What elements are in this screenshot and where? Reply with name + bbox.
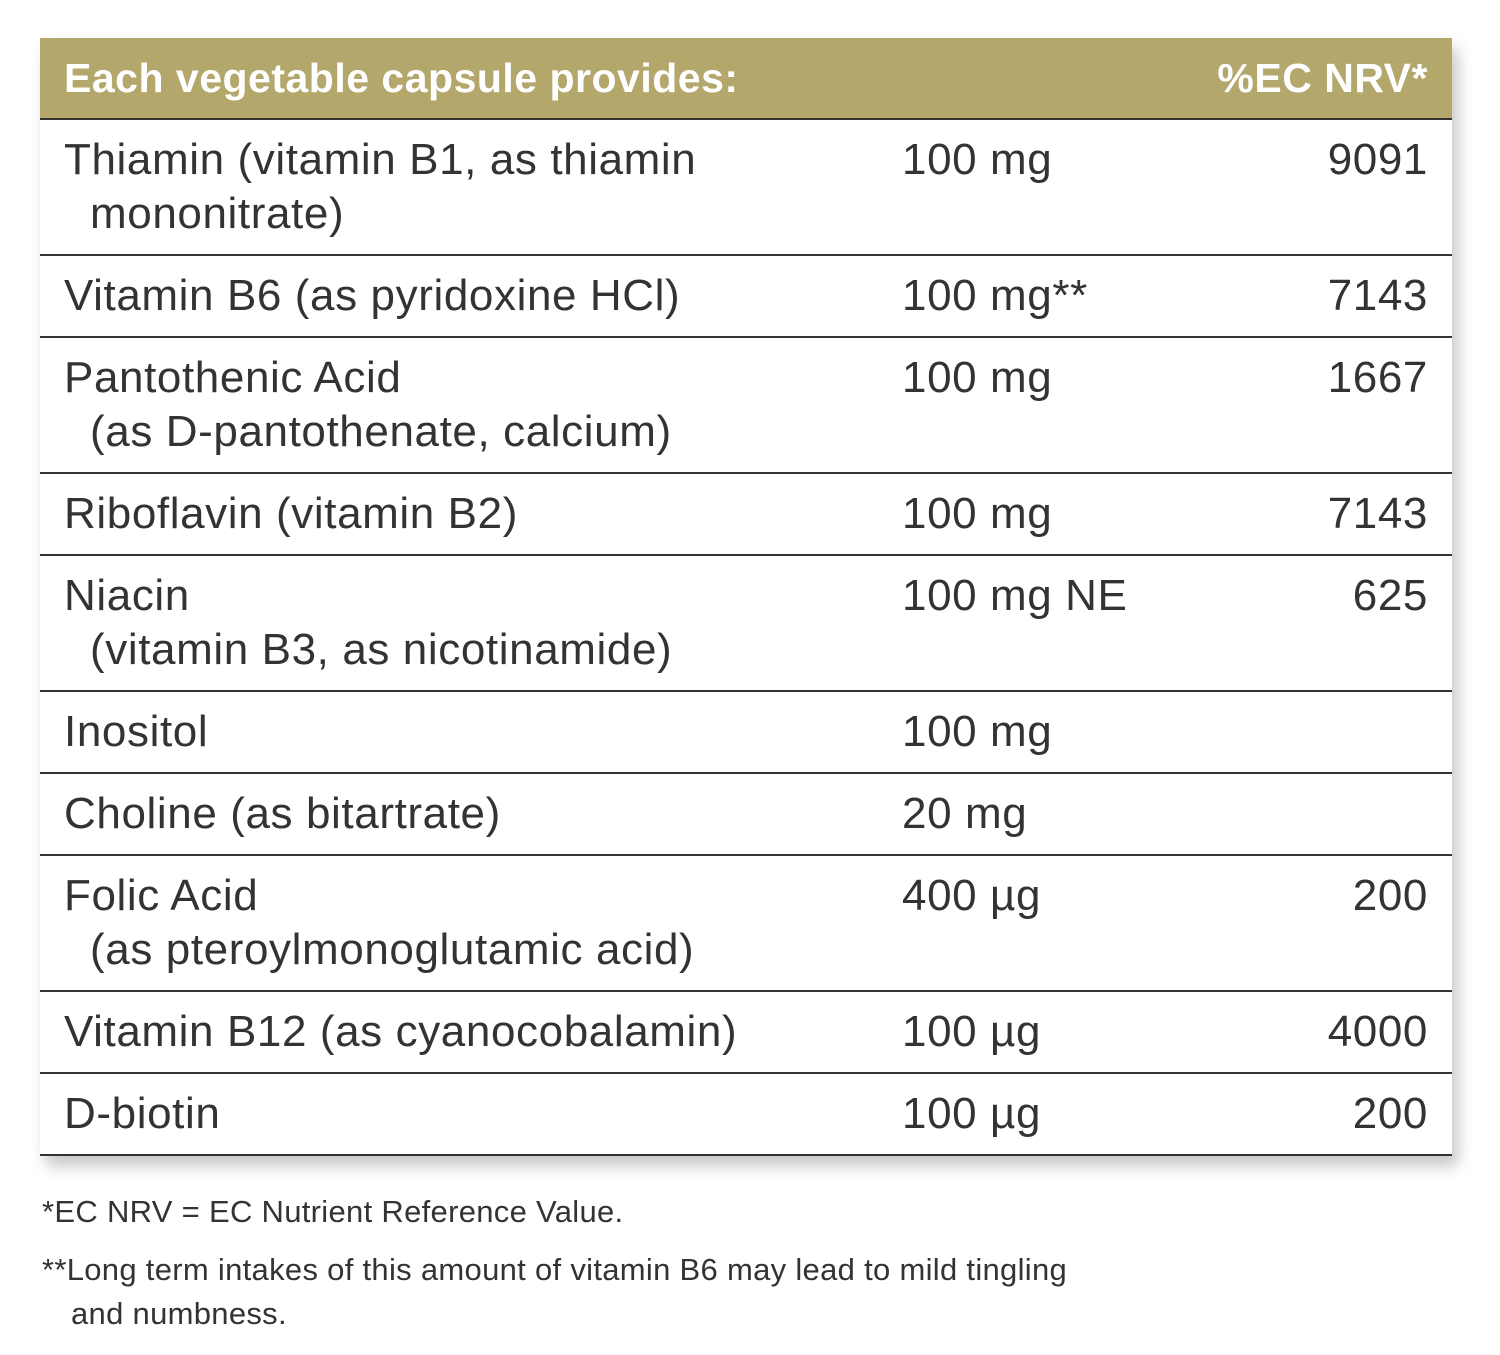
amount: 100 mg [902, 353, 1053, 402]
nrv-value: 7143 [1327, 271, 1428, 320]
footnote-line: and numbness. [71, 1296, 287, 1331]
table-row: Inositol 100 mg [40, 690, 1452, 772]
table-row: Folic Acid (as pteroylmonoglutamic acid) 4… [40, 854, 1452, 990]
footnotes: *EC NRV = EC Nutrient Reference Value. **… [42, 1190, 1067, 1350]
table-row: D-biotin 100 µg 200 [40, 1072, 1452, 1154]
amount: 100 mg** [902, 271, 1088, 320]
table-header: Each vegetable capsule provides: %EC NRV… [40, 38, 1452, 118]
table-row: Pantothenic Acid (as D-pantothenate, calc… [40, 336, 1452, 472]
name-line: Vitamin B12 (as cyanocobalamin) [64, 1007, 738, 1056]
header-nrv: %EC NRV* [1217, 54, 1428, 101]
amount: 100 mg [902, 489, 1053, 538]
table-row: Choline (as bitartrate) 20 mg [40, 772, 1452, 854]
nrv-value: 9091 [1327, 135, 1428, 184]
footnote-line: **Long term intakes of this amount of vi… [42, 1252, 1068, 1287]
nrv-value: 200 [1352, 871, 1428, 920]
name-line: Niacin [64, 571, 190, 620]
name-line: Riboflavin (vitamin B2) [64, 489, 518, 538]
table-row: Niacin (vitamin B3, as nicotinamide) 100 m… [40, 554, 1452, 690]
name-line: D-biotin [64, 1089, 221, 1138]
header-title: Each vegetable capsule provides: [64, 54, 739, 101]
amount: 100 mg [902, 135, 1053, 184]
nrv-value: 625 [1352, 571, 1428, 620]
nutrient-name: Choline (as bitartrate) [40, 787, 894, 841]
name-line: (as pteroylmonoglutamic acid) [90, 925, 695, 974]
amount: 100 µg [902, 1007, 1042, 1056]
nrv-value: 200 [1352, 1089, 1428, 1138]
nrv-value: 7143 [1327, 489, 1428, 538]
nutrient-name: Vitamin B6 (as pyridoxine HCl) [40, 269, 894, 323]
name-line: mononitrate) [90, 189, 345, 238]
nrv-value: 1667 [1327, 353, 1428, 402]
table-row: Vitamin B6 (as pyridoxine HCl) 100 mg** 71… [40, 254, 1452, 336]
amount: 100 mg [902, 707, 1053, 756]
nutrient-name: Inositol [40, 705, 894, 759]
nrv-value: 4000 [1327, 1007, 1428, 1056]
name-line: (as D-pantothenate, calcium) [90, 407, 672, 456]
amount: 400 µg [902, 871, 1042, 920]
name-line: (vitamin B3, as nicotinamide) [90, 625, 673, 674]
nutrient-name: Thiamin (vitamin B1, as thiamin mononitra… [40, 133, 894, 241]
name-line: Choline (as bitartrate) [64, 789, 501, 838]
nutrient-name: Niacin (vitamin B3, as nicotinamide) [40, 569, 894, 677]
amount: 100 µg [902, 1089, 1042, 1138]
table-row: Thiamin (vitamin B1, as thiamin mononitra… [40, 118, 1452, 254]
nutrition-table: Each vegetable capsule provides: %EC NRV… [40, 38, 1452, 1156]
table-row: Vitamin B12 (as cyanocobalamin) 100 µg 400… [40, 990, 1452, 1072]
nutrient-name: D-biotin [40, 1087, 894, 1141]
nutrient-name: Pantothenic Acid (as D-pantothenate, calc… [40, 351, 894, 459]
nutrient-name: Vitamin B12 (as cyanocobalamin) [40, 1005, 894, 1059]
amount: 100 mg NE [902, 571, 1128, 620]
footnote: **Long term intakes of this amount of vi… [42, 1248, 1067, 1336]
name-line: Inositol [64, 707, 209, 756]
nutrient-name: Folic Acid (as pteroylmonoglutamic acid) [40, 869, 894, 977]
amount: 20 mg [902, 789, 1028, 838]
name-line: Thiamin (vitamin B1, as thiamin [64, 135, 697, 184]
footnote-line: *EC NRV = EC Nutrient Reference Value. [42, 1194, 624, 1229]
table-row: Riboflavin (vitamin B2) 100 mg 7143 [40, 472, 1452, 554]
name-line: Vitamin B6 (as pyridoxine HCl) [64, 271, 681, 320]
footnote: *EC NRV = EC Nutrient Reference Value. [42, 1190, 1067, 1234]
name-line: Pantothenic Acid [64, 353, 402, 402]
nutrient-name: Riboflavin (vitamin B2) [40, 487, 894, 541]
name-line: Folic Acid [64, 871, 259, 920]
